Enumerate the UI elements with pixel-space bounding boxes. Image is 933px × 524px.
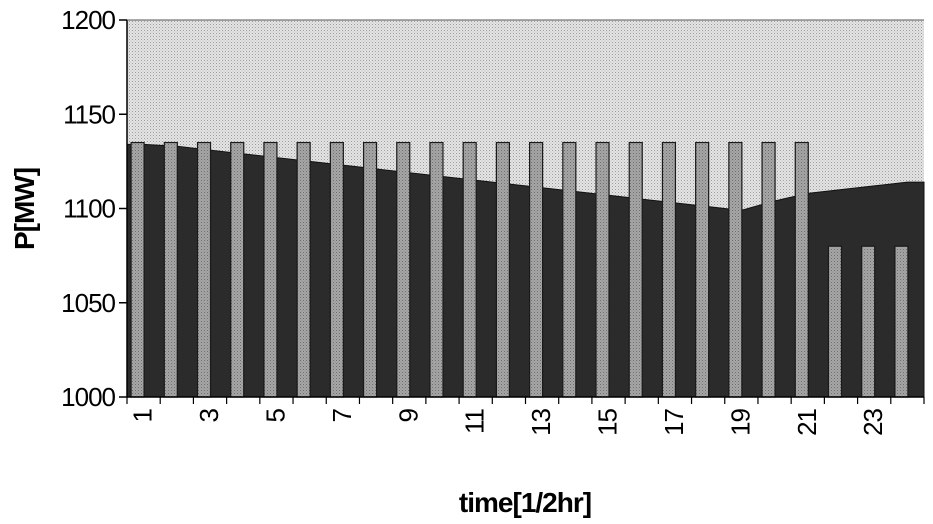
bar-12 [495,141,510,398]
y-axis-title: P[MW] [9,168,40,250]
bar-13 [529,141,544,398]
bar-5 [263,141,278,398]
x-tick-label-13: 13 [526,408,556,435]
bar-9 [396,141,411,398]
x-tick-label-19: 19 [725,408,755,435]
bar-7 [329,141,344,398]
bar-17 [661,141,677,398]
x-tick-label-21: 21 [792,408,822,435]
y-tick-label-1200: 1200 [61,5,115,35]
bar-21 [794,141,809,398]
bar-22 [827,245,843,398]
x-tick-label-1: 1 [128,408,158,422]
bar-23 [861,245,876,398]
x-tick-label-3: 3 [194,408,224,422]
bar-16 [628,141,643,398]
bar-15 [595,141,610,398]
x-tick-label-5: 5 [260,408,290,422]
x-tick-label-11: 11 [460,408,490,434]
bar-18 [695,141,710,398]
bar-4 [230,141,245,398]
bar-20 [761,141,776,398]
x-tick-label-7: 7 [327,408,357,422]
bar-11 [462,141,477,398]
y-tick-label-1000: 1000 [61,382,115,412]
x-tick-label-17: 17 [659,408,689,435]
x-tick-label-23: 23 [858,408,888,435]
bar-14 [562,141,577,398]
bar-6 [296,141,311,398]
x-axis-title: time[1/2hr] [459,487,591,518]
bar-24 [894,245,909,398]
bar-8 [362,141,378,398]
bar-10 [429,141,444,398]
y-tick-label-1050: 1050 [61,288,115,318]
x-tick-label-15: 15 [593,408,623,435]
bar-2 [163,141,178,398]
y-tick-label-1100: 1100 [63,194,115,224]
bar-layer [130,141,909,398]
y-tick-label-1150: 1150 [63,99,115,129]
bar-19 [728,141,743,398]
bar-1 [130,141,145,398]
x-tick-label-9: 9 [393,408,423,422]
bar-3 [196,141,212,398]
